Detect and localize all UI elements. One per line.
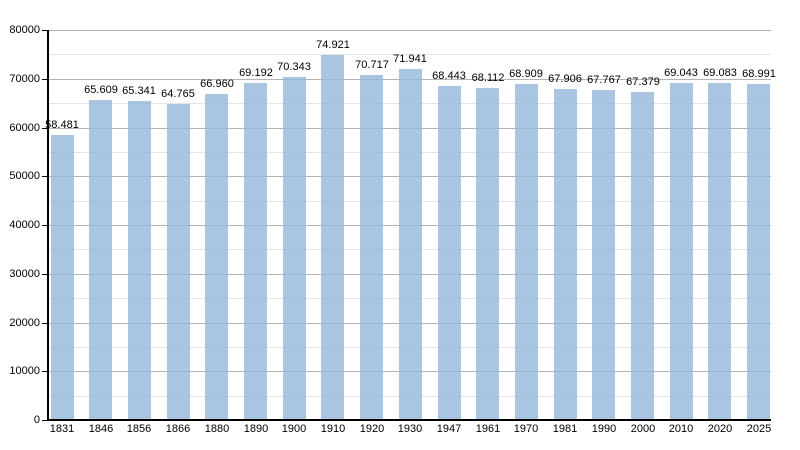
y-axis-tick-mark	[42, 274, 48, 275]
bar-1856	[128, 101, 151, 420]
bar-1831	[51, 135, 74, 420]
major-gridline	[48, 30, 771, 31]
x-axis-tick-label: 2010	[668, 423, 694, 435]
bar-value-label: 68.991	[742, 68, 776, 80]
x-axis-tick-label: 1947	[436, 423, 462, 435]
bar-2020	[708, 83, 731, 420]
x-axis-tick-label: 1846	[88, 423, 114, 435]
bar-1970	[515, 84, 538, 420]
bar-1910	[321, 55, 344, 420]
minor-gridline	[48, 54, 771, 55]
y-axis-tick-mark	[42, 30, 48, 31]
y-axis-tick-label: 10000	[9, 365, 40, 377]
bar-value-label: 69.043	[664, 67, 698, 79]
bar-value-label: 65.609	[84, 84, 118, 96]
bar-1947	[438, 86, 461, 420]
x-axis-tick-label: 1831	[49, 423, 75, 435]
x-axis-tick-label: 1866	[165, 423, 191, 435]
bar-value-label: 71.941	[393, 53, 427, 65]
bar-1890	[244, 83, 267, 420]
x-axis-tick-label: 1970	[513, 423, 539, 435]
x-axis-line	[47, 419, 771, 421]
y-axis-tick-mark	[42, 323, 48, 324]
bar-value-label: 74.921	[316, 39, 350, 51]
y-axis-tick-label: 80000	[9, 24, 40, 36]
bar-value-label: 68.909	[509, 68, 543, 80]
x-axis-tick-label: 1890	[243, 423, 269, 435]
x-axis-tick-label: 1930	[397, 423, 423, 435]
bar-value-label: 69.083	[703, 67, 737, 79]
bar-value-label: 66.960	[200, 78, 234, 90]
y-axis-tick-mark	[42, 420, 48, 421]
bar-2025	[747, 84, 770, 420]
bar-1866	[167, 104, 190, 420]
y-axis-tick-label: 60000	[9, 122, 40, 134]
y-axis-line	[47, 30, 49, 420]
y-axis-tick-mark	[42, 79, 48, 80]
y-axis-tick-label: 40000	[9, 219, 40, 231]
bar-value-label: 67.906	[548, 73, 582, 85]
y-axis-tick-mark	[42, 225, 48, 226]
bar-1880	[205, 94, 228, 420]
bar-value-label: 70.343	[277, 61, 311, 73]
bar-1900	[283, 77, 306, 420]
bar-value-label: 65.341	[122, 85, 156, 97]
bar-1920	[360, 75, 383, 420]
x-axis-tick-label: 1900	[281, 423, 307, 435]
x-axis-tick-label: 2000	[630, 423, 656, 435]
y-axis-tick-mark	[42, 128, 48, 129]
y-axis-tick-label: 0	[33, 414, 40, 426]
bar-value-label: 70.717	[355, 59, 389, 71]
bar-1990	[592, 90, 615, 420]
y-axis-tick-mark	[42, 176, 48, 177]
x-axis-tick-label: 1910	[320, 423, 346, 435]
x-axis-tick-label: 1856	[126, 423, 152, 435]
bar-1930	[399, 69, 422, 420]
x-axis-tick-label: 1961	[475, 423, 501, 435]
x-axis-tick-label: 2025	[746, 423, 772, 435]
x-axis-tick-label: 1990	[591, 423, 617, 435]
bar-2000	[631, 92, 654, 420]
bar-value-label: 69.192	[239, 67, 273, 79]
bar-value-label: 67.767	[587, 74, 621, 86]
bar-2010	[670, 83, 693, 420]
x-axis-tick-label: 1981	[552, 423, 578, 435]
x-axis-tick-label: 1920	[359, 423, 385, 435]
bar-value-label: 68.443	[432, 70, 466, 82]
bar-value-label: 67.379	[626, 76, 660, 88]
y-axis-tick-mark	[42, 371, 48, 372]
bar-value-label: 68.112	[471, 72, 505, 84]
bar-1981	[554, 89, 577, 420]
bar-value-label: 58.481	[45, 119, 79, 131]
bar-1961	[476, 88, 499, 420]
x-axis-tick-label: 1880	[204, 423, 230, 435]
y-axis-tick-label: 50000	[9, 170, 40, 182]
y-axis-tick-label: 30000	[9, 268, 40, 280]
y-axis-tick-label: 70000	[9, 73, 40, 85]
y-axis-tick-label: 20000	[9, 317, 40, 329]
bar-value-label: 64.765	[161, 88, 195, 100]
x-axis-tick-label: 2020	[707, 423, 733, 435]
bar-1846	[89, 100, 112, 420]
